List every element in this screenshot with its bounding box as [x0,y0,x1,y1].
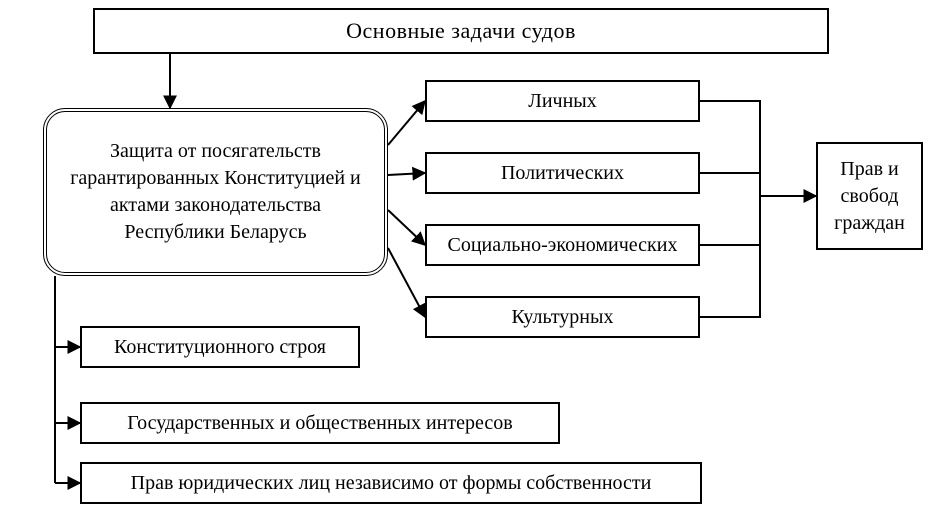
constitutional-text: Конституционного строя [114,336,326,359]
category-political-text: Политических [501,161,624,185]
category-personal-box: Личных [425,80,700,122]
edge-to-political [388,173,425,175]
state-interests-box: Государственных и общественных интересов [80,402,560,444]
title-text: Основные задачи судов [346,18,576,44]
title-box: Основные задачи судов [93,8,829,54]
edge-to-cultural [388,248,425,317]
state-interests-text: Государственных и общественных интересов [127,412,512,435]
category-social-text: Социально-экономических [448,233,678,257]
category-cultural-text: Культурных [512,305,614,329]
edge-categories-bus [700,101,760,317]
rights-box: Прав и свобод граждан [816,142,923,250]
category-personal-text: Личных [528,89,596,113]
category-cultural-box: Культурных [425,296,700,338]
main-protection-box: Защита от посягательств гарантированных … [43,108,388,276]
main-protection-text: Защита от посягательств гарантированных … [61,138,370,246]
constitutional-box: Конституционного строя [80,326,360,368]
category-political-box: Политических [425,152,700,194]
edge-to-personal [388,101,425,145]
rights-text: Прав и свобод граждан [826,156,913,237]
legal-entities-box: Прав юридических лиц независимо от формы… [80,462,702,504]
legal-entities-text: Прав юридических лиц независимо от формы… [131,472,652,495]
edge-to-social [388,210,425,245]
category-social-box: Социально-экономических [425,224,700,266]
